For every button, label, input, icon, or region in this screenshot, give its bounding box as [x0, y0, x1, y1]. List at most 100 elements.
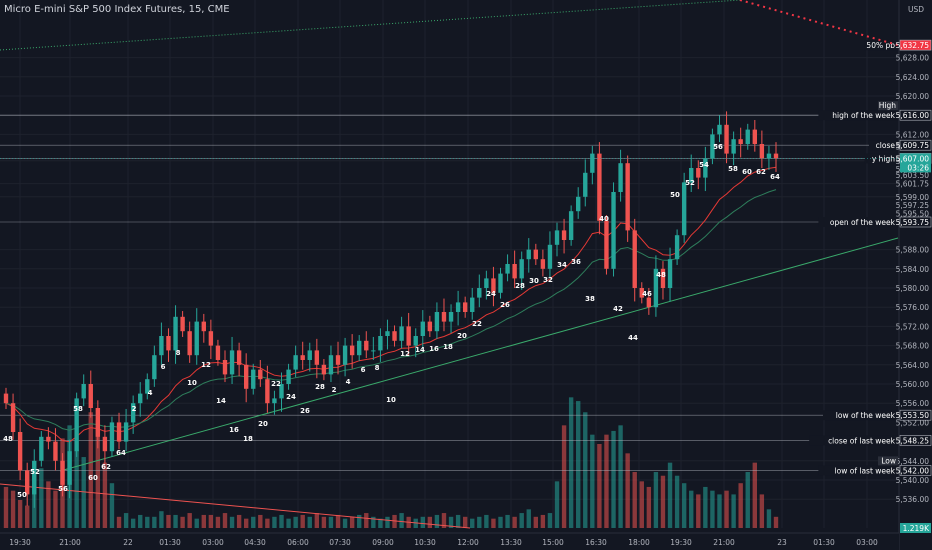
candle-body: [420, 321, 425, 336]
price-badge-text: 5,542.00: [896, 466, 930, 475]
candle-body: [667, 259, 673, 288]
bar-count-label: 14: [216, 397, 226, 405]
candle-body: [116, 422, 122, 442]
time-tick: 21:00: [59, 538, 81, 547]
volume-bar: [724, 490, 729, 528]
volume-bar: [752, 462, 757, 528]
level-lines: 50% pb Highhigh of the week close y high ope…: [0, 40, 898, 476]
level-label-bg: [818, 110, 898, 121]
price-badge: [899, 109, 932, 121]
bar-count-label: 56: [713, 143, 723, 151]
volume-bar: [364, 513, 369, 528]
candle-body: [674, 235, 680, 260]
bar-count-label: 16: [429, 345, 439, 353]
candle-body: [67, 451, 72, 485]
candle-body: [498, 273, 503, 293]
volume-bar: [10, 490, 16, 528]
volume-bar: [441, 513, 447, 528]
price-tick: 5,560.00: [896, 380, 930, 389]
candle-body: [39, 436, 44, 461]
candle-body: [349, 345, 355, 356]
time-tick: 07:30: [329, 538, 351, 547]
candle-body: [653, 268, 659, 308]
volume-bar: [258, 514, 263, 528]
volume-bar: [646, 486, 652, 528]
volume-bar: [307, 516, 312, 528]
time-tick: 13:30: [500, 538, 522, 547]
trend-line-support: [59, 237, 899, 472]
time-tick: 19:30: [9, 538, 31, 547]
price-badge-text: 5,548.25: [896, 436, 930, 445]
time-tick: 16:30: [585, 538, 607, 547]
volume-badge-text: 1.219K: [903, 524, 930, 533]
candle-body: [766, 153, 772, 159]
bar-count-label: 48: [656, 271, 666, 279]
bar-count-label: 12: [201, 361, 211, 369]
candle-body: [130, 403, 136, 423]
candle-body: [293, 355, 298, 370]
volume-bar: [293, 516, 298, 528]
bar-count-label: 6: [161, 363, 166, 371]
price-tick: 5,584.00: [896, 265, 930, 274]
candle-body: [194, 321, 199, 356]
candle-body: [745, 129, 750, 144]
price-tick: 5,612.00: [896, 130, 930, 139]
level-label-bg: [809, 435, 898, 446]
volume-bar: [236, 514, 242, 528]
bar-count-label: 64: [770, 173, 780, 181]
volume-bar: [639, 481, 644, 528]
bar-count-label: 8: [176, 349, 181, 357]
candle-body: [286, 369, 291, 384]
candle-body: [639, 288, 644, 298]
volume-bar: [420, 516, 425, 528]
candle-body: [180, 316, 185, 332]
candle-body: [258, 369, 263, 380]
candle-body: [568, 211, 574, 240]
time-axis[interactable]: 19:30 21:00 22 01:30 03:00 04:30 06:00 07:30 09:…: [0, 532, 899, 550]
candle-body: [696, 168, 701, 178]
time-tick: 09:00: [372, 538, 394, 547]
moving-averages: [5, 166, 777, 443]
volume-bar: [145, 516, 150, 528]
price-badge: [899, 39, 932, 51]
volume-bar: [385, 516, 390, 528]
candle-body: [689, 168, 694, 183]
candle-body: [145, 379, 150, 394]
bar-count-label: 18: [243, 435, 253, 443]
candle-body: [773, 153, 779, 159]
candle-body: [243, 364, 249, 389]
volume-bar: [568, 397, 574, 528]
candle-body: [173, 316, 178, 351]
price-tick: 5,624.00: [896, 73, 930, 82]
time-axis-bg: [0, 533, 899, 550]
candle-body: [60, 460, 65, 485]
level-label: open of the week: [830, 218, 896, 227]
volume-bar: [251, 516, 256, 528]
candle-body: [604, 220, 609, 269]
bar-count-label: 54: [699, 161, 709, 169]
price-tick: 5,544.00: [896, 457, 930, 466]
current-price-badge: [900, 153, 931, 173]
bar-count-label: 12: [400, 350, 410, 358]
volume-bar: [561, 425, 567, 528]
moving-average-red: [5, 166, 777, 443]
candle-body: [547, 244, 553, 269]
bar-count-label: 44: [628, 334, 638, 342]
bar-count-label: 56: [58, 485, 68, 493]
volume-bar: [434, 514, 440, 528]
price-tick: 5,599.00: [896, 193, 930, 202]
price-tick: 5,595.50: [896, 210, 930, 219]
volume-bar: [611, 430, 616, 528]
bar-count-label: 58: [73, 405, 83, 413]
price-badge-text: 5,609.75: [896, 141, 930, 150]
candle-body: [752, 129, 757, 144]
volume-bar: [17, 500, 23, 528]
candle-body: [364, 340, 369, 351]
time-tick: 18:00: [628, 538, 650, 547]
volume-bar: [378, 518, 383, 528]
level-label: 50% pb: [866, 41, 895, 50]
level-tag: High: [879, 101, 896, 110]
